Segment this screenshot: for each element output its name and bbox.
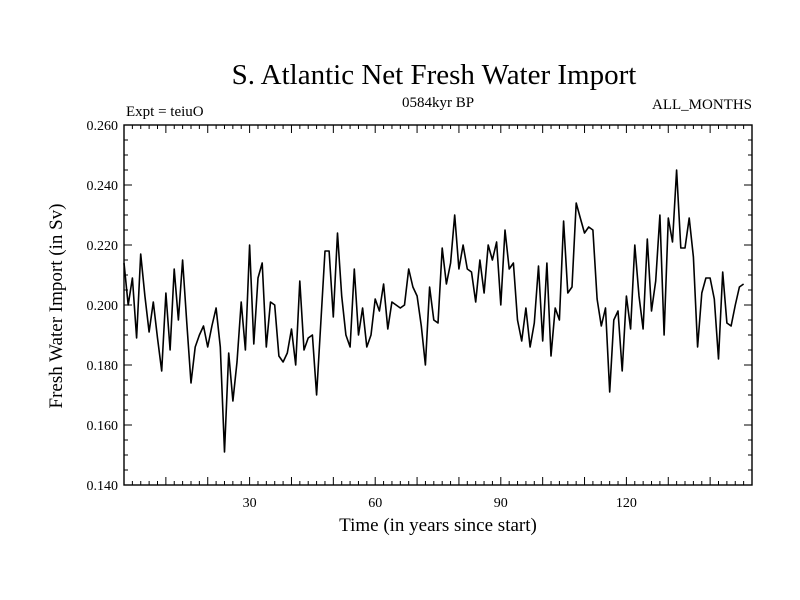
x-axis-label: Time (in years since start) (339, 515, 537, 536)
x-tick-label: 30 (243, 496, 257, 511)
y-tick-label: 0.220 (87, 239, 119, 254)
y-tick-label: 0.140 (87, 479, 119, 494)
y-tick-label: 0.180 (87, 359, 119, 374)
y-axis-label: Fresh Water Import (in Sv) (46, 204, 67, 409)
series-line (123, 169, 745, 453)
period-label: 0584kyr BP (402, 95, 474, 111)
chart-title: S. Atlantic Net Fresh Water Import (232, 59, 637, 91)
months-label: ALL_MONTHS (652, 97, 752, 113)
x-tick-label: 60 (368, 496, 382, 511)
x-tick-label: 120 (616, 496, 637, 511)
y-tick-label: 0.240 (87, 179, 119, 194)
plot-frame (123, 124, 753, 486)
y-tick-label: 0.200 (87, 299, 119, 314)
y-tick-label: 0.260 (87, 119, 119, 134)
experiment-label: Expt = teiuO (126, 104, 204, 120)
x-tick-label: 90 (494, 496, 508, 511)
y-tick-label: 0.160 (87, 419, 119, 434)
